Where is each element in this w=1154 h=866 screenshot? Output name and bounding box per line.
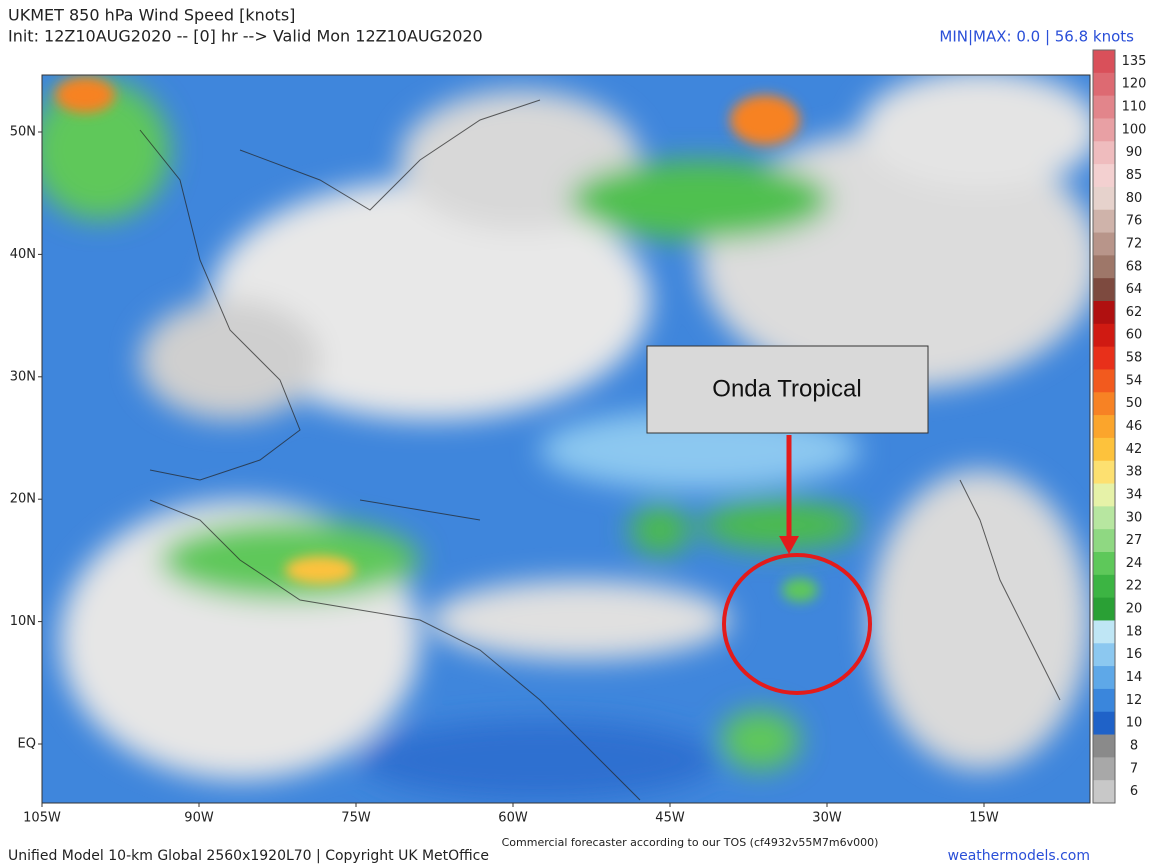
colorbar-swatch	[1093, 620, 1115, 644]
footer-tos: Commercial forecaster according to our T…	[502, 836, 879, 849]
colorbar-label: 80	[1126, 191, 1143, 206]
colorbar-swatch	[1093, 278, 1115, 302]
colorbar-label: 58	[1126, 351, 1143, 366]
latitude-label: 20N	[10, 492, 36, 507]
colorbar-label: 135	[1122, 54, 1147, 69]
colorbar-label: 7	[1130, 761, 1138, 776]
colorbar-swatch	[1093, 437, 1115, 462]
colorbar-swatch	[1093, 711, 1115, 736]
colorbar-label: 68	[1126, 259, 1143, 274]
longitude-label: 45W	[655, 811, 685, 826]
map-frame	[41, 74, 1091, 804]
subtitle: Init: 12Z10AUG2020 -- [0] hr --> Valid M…	[8, 27, 483, 46]
latitude-label: 40N	[10, 247, 36, 262]
colorbar-label: 76	[1126, 214, 1143, 229]
latitude-label: EQ	[18, 737, 36, 752]
colorbar-swatch	[1093, 141, 1115, 165]
colorbar-swatch	[1093, 643, 1115, 667]
colorbar-swatch	[1093, 483, 1115, 507]
annotation-circle	[722, 553, 872, 695]
colorbar-label: 30	[1126, 510, 1143, 525]
colorbar-label: 10	[1126, 716, 1143, 731]
colorbar-label: 42	[1126, 442, 1143, 457]
colorbar-label: 27	[1126, 533, 1143, 548]
colorbar-label: 100	[1122, 122, 1147, 137]
colorbar-swatch	[1093, 323, 1115, 348]
colorbar-label: 90	[1126, 145, 1143, 160]
map-field	[42, 75, 1090, 803]
colorbar-swatch	[1093, 734, 1115, 758]
colorbar-label: 120	[1122, 77, 1147, 92]
colorbar-swatch	[1093, 552, 1115, 576]
longitude-label: 90W	[184, 811, 214, 826]
colorbar-label: 14	[1126, 670, 1143, 685]
colorbar-swatch	[1093, 346, 1115, 370]
colorbar-swatch	[1093, 209, 1115, 234]
min-max: MIN|MAX: 0.0 | 56.8 knots	[939, 28, 1134, 46]
longitude-label: 60W	[498, 811, 528, 826]
colorbar-label: 60	[1126, 328, 1143, 343]
colorbar-label: 24	[1126, 556, 1143, 571]
colorbar-swatch	[1093, 118, 1115, 142]
colorbar-label: 20	[1126, 602, 1143, 617]
colorbar-label: 46	[1126, 419, 1143, 434]
colorbar-swatch	[1093, 574, 1115, 599]
latitude-label: 30N	[10, 369, 36, 384]
colorbar-label: 16	[1126, 647, 1143, 662]
colorbar-label: 110	[1122, 100, 1147, 115]
colorbar-label: 64	[1126, 282, 1143, 297]
footer-site[interactable]: weathermodels.com	[948, 848, 1090, 864]
colorbar-swatch	[1093, 688, 1115, 713]
colorbar-swatch	[1093, 780, 1115, 804]
colorbar-swatch	[1093, 506, 1115, 530]
latitude-label: 50N	[10, 125, 36, 140]
footer-model: Unified Model 10-km Global 2560x1920L70 …	[8, 848, 489, 864]
colorbar-swatch	[1093, 460, 1115, 485]
colorbar-swatch	[1093, 164, 1115, 188]
wind-maxima	[55, 77, 818, 602]
colorbar-swatch	[1093, 415, 1115, 439]
colorbar-swatch	[1093, 72, 1115, 97]
colorbar-label: 6	[1130, 784, 1138, 799]
colorbar-swatch	[1093, 666, 1115, 690]
colorbar-swatch	[1093, 392, 1115, 416]
colorbar-label: 22	[1126, 579, 1143, 594]
colorbar-label: 8	[1130, 738, 1138, 753]
title: UKMET 850 hPa Wind Speed [knots]	[8, 6, 295, 25]
colorbar-label: 12	[1126, 693, 1143, 708]
longitude-label: 30W	[812, 811, 842, 826]
colorbar-label: 34	[1126, 487, 1143, 502]
latitude-label: 10N	[10, 614, 36, 629]
colorbar-swatch	[1093, 757, 1115, 781]
annotation-text: Onda Tropical	[712, 375, 861, 402]
colorbar-label: 62	[1126, 305, 1143, 320]
colorbar-swatch	[1093, 529, 1115, 553]
colorbar-frame	[1092, 49, 1116, 804]
longitude-label: 75W	[341, 811, 371, 826]
colorbar-swatch	[1093, 232, 1115, 256]
colorbar-swatch	[1093, 50, 1115, 74]
longitude-label: 105W	[23, 811, 61, 826]
colorbar-swatch	[1093, 301, 1115, 325]
colorbar-swatch	[1093, 369, 1115, 393]
colorbar-label: 18	[1126, 624, 1143, 639]
longitude-label: 15W	[969, 811, 999, 826]
colorbar-swatch	[1093, 186, 1115, 211]
colorbar-swatch	[1093, 255, 1115, 279]
colorbar-swatch	[1093, 597, 1115, 621]
annotation-arrowhead	[779, 536, 799, 554]
annotation-box	[646, 345, 929, 434]
colorbar-label: 54	[1126, 373, 1143, 388]
colorbar-swatch	[1093, 95, 1115, 119]
coastlines	[139, 99, 1061, 801]
colorbar-label: 85	[1126, 168, 1143, 183]
colorbar-label: 72	[1126, 236, 1143, 251]
colorbar-label: 50	[1126, 396, 1143, 411]
colorbar-label: 38	[1126, 465, 1143, 480]
